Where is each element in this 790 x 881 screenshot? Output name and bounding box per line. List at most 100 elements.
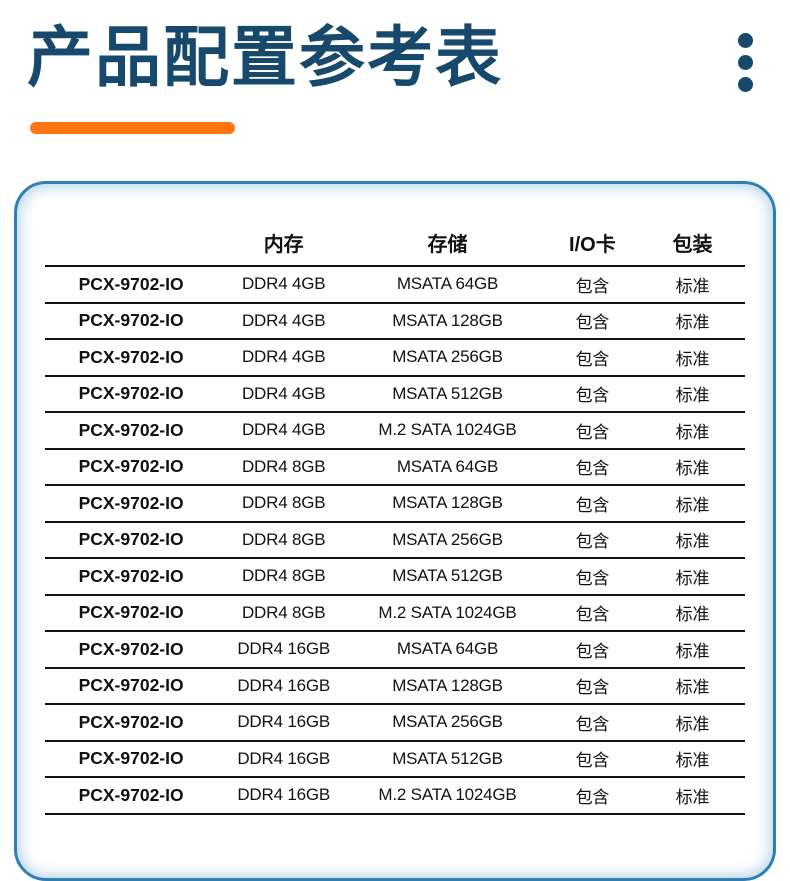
table-cell-memory: DDR4 16GB [217, 704, 351, 742]
table-cell-model: PCX-9702-IO [45, 594, 218, 632]
table-cell-storage: M.2 SATA 1024GB [350, 777, 545, 815]
col-header-memory: 内存 [217, 184, 351, 267]
table-row: PCX-9702-IO DDR4 8GB MSATA 256GB 包含 标准 [45, 521, 745, 559]
table-cell-memory: DDR4 4GB [217, 266, 351, 304]
table-row: PCX-9702-IO DDR4 16GB MSATA 128GB 包含 标准 [45, 667, 745, 705]
col-header-storage: 存储 [350, 184, 545, 267]
table-cell-memory: DDR4 4GB [217, 412, 351, 450]
table-cell-packaging: 标准 [639, 375, 745, 413]
kebab-menu-icon [738, 33, 753, 92]
table-cell-memory: DDR4 4GB [217, 302, 351, 340]
table-cell-packaging: 标准 [639, 412, 745, 450]
table-cell-model: PCX-9702-IO [45, 339, 218, 377]
table-cell-packaging: 标准 [639, 777, 745, 815]
table-cell-storage: M.2 SATA 1024GB [350, 594, 545, 632]
table-cell-model: PCX-9702-IO [45, 777, 218, 815]
table-cell-memory: DDR4 8GB [217, 448, 351, 486]
table-cell-storage: MSATA 256GB [350, 704, 545, 742]
table-cell-storage: MSATA 256GB [350, 339, 545, 377]
table-cell-memory: DDR4 16GB [217, 777, 351, 815]
table-cell-model: PCX-9702-IO [45, 521, 218, 559]
page-title: 产品配置参考表 [27, 20, 503, 94]
table-row: PCX-9702-IO DDR4 4GB MSATA 128GB 包含 标准 [45, 302, 745, 340]
table-cell-memory: DDR4 8GB [217, 594, 351, 632]
table-cell-storage: MSATA 64GB [350, 266, 545, 304]
table-cell-model: PCX-9702-IO [45, 558, 218, 596]
table-cell-memory: DDR4 8GB [217, 485, 351, 523]
table-header-row: 内存 存储 I/O卡 包装 [45, 184, 745, 267]
table-cell-memory: DDR4 16GB [217, 740, 351, 778]
table-cell-io-card: 包含 [544, 412, 640, 450]
table-cell-packaging: 标准 [639, 631, 745, 669]
table-cell-packaging: 标准 [639, 302, 745, 340]
table-cell-io-card: 包含 [544, 594, 640, 632]
table-cell-storage: MSATA 128GB [350, 485, 545, 523]
table-row: PCX-9702-IO DDR4 16GB MSATA 512GB 包含 标准 [45, 740, 745, 778]
table-cell-model: PCX-9702-IO [45, 266, 218, 304]
table-cell-model: PCX-9702-IO [45, 740, 218, 778]
table-cell-storage: MSATA 256GB [350, 521, 545, 559]
table-row: PCX-9702-IO DDR4 16GB M.2 SATA 1024GB 包含 标准 [45, 777, 745, 815]
table-cell-io-card: 包含 [544, 631, 640, 669]
dot [738, 55, 753, 70]
table-cell-storage: MSATA 512GB [350, 740, 545, 778]
table-row: PCX-9702-IO DDR4 8GB MSATA 512GB 包含 标准 [45, 558, 745, 596]
table-row: PCX-9702-IO DDR4 4GB MSATA 256GB 包含 标准 [45, 339, 745, 377]
table-row: PCX-9702-IO DDR4 8GB MSATA 64GB 包含 标准 [45, 448, 745, 486]
table-cell-packaging: 标准 [639, 594, 745, 632]
table-cell-packaging: 标准 [639, 266, 745, 304]
table-cell-packaging: 标准 [639, 339, 745, 377]
table-cell-memory: DDR4 8GB [217, 521, 351, 559]
table-cell-memory: DDR4 4GB [217, 375, 351, 413]
table-cell-packaging: 标准 [639, 558, 745, 596]
table-cell-memory: DDR4 16GB [217, 631, 351, 669]
table-row: PCX-9702-IO DDR4 4GB MSATA 64GB 包含 标准 [45, 266, 745, 304]
table-cell-packaging: 标准 [639, 521, 745, 559]
dot [738, 77, 753, 92]
table-cell-storage: M.2 SATA 1024GB [350, 412, 545, 450]
table-row: PCX-9702-IO DDR4 4GB M.2 SATA 1024GB 包含 标准 [45, 412, 745, 450]
table-cell-memory: DDR4 16GB [217, 667, 351, 705]
table-cell-packaging: 标准 [639, 667, 745, 705]
title-underline-bar [30, 122, 235, 134]
table-cell-model: PCX-9702-IO [45, 485, 218, 523]
table-cell-model: PCX-9702-IO [45, 667, 218, 705]
table-cell-io-card: 包含 [544, 375, 640, 413]
table-cell-io-card: 包含 [544, 558, 640, 596]
table-cell-storage: MSATA 128GB [350, 302, 545, 340]
table-cell-storage: MSATA 512GB [350, 558, 545, 596]
dot [738, 33, 753, 48]
table-cell-packaging: 标准 [639, 485, 745, 523]
table-cell-packaging: 标准 [639, 448, 745, 486]
table-row: PCX-9702-IO DDR4 16GB MSATA 256GB 包含 标准 [45, 704, 745, 742]
table-cell-model: PCX-9702-IO [45, 448, 218, 486]
table-cell-io-card: 包含 [544, 777, 640, 815]
table-cell-storage: MSATA 64GB [350, 448, 545, 486]
table-cell-packaging: 标准 [639, 704, 745, 742]
table-row: PCX-9702-IO DDR4 16GB MSATA 64GB 包含 标准 [45, 631, 745, 669]
col-header-io-card: I/O卡 [544, 184, 640, 267]
table-row: PCX-9702-IO DDR4 8GB MSATA 128GB 包含 标准 [45, 485, 745, 523]
table-cell-model: PCX-9702-IO [45, 302, 218, 340]
config-table-card: 内存 存储 I/O卡 包装 PCX-9702-IO DDR4 4GB MSATA 6… [14, 181, 776, 881]
col-header-packaging: 包装 [639, 184, 745, 267]
table-cell-io-card: 包含 [544, 740, 640, 778]
table-cell-storage: MSATA 512GB [350, 375, 545, 413]
table-cell-io-card: 包含 [544, 521, 640, 559]
table-cell-model: PCX-9702-IO [45, 631, 218, 669]
table-cell-packaging: 标准 [639, 740, 745, 778]
table-cell-model: PCX-9702-IO [45, 375, 218, 413]
table-cell-io-card: 包含 [544, 667, 640, 705]
table-row: PCX-9702-IO DDR4 4GB MSATA 512GB 包含 标准 [45, 375, 745, 413]
table-cell-memory: DDR4 8GB [217, 558, 351, 596]
table-cell-io-card: 包含 [544, 266, 640, 304]
table-cell-io-card: 包含 [544, 448, 640, 486]
table-cell-io-card: 包含 [544, 339, 640, 377]
col-header-model [45, 184, 218, 267]
table-cell-model: PCX-9702-IO [45, 704, 218, 742]
table-cell-memory: DDR4 4GB [217, 339, 351, 377]
config-table: 内存 存储 I/O卡 包装 PCX-9702-IO DDR4 4GB MSATA 6… [45, 184, 745, 815]
table-cell-model: PCX-9702-IO [45, 412, 218, 450]
table-cell-storage: MSATA 128GB [350, 667, 545, 705]
table-row: PCX-9702-IO DDR4 8GB M.2 SATA 1024GB 包含 标准 [45, 594, 745, 632]
